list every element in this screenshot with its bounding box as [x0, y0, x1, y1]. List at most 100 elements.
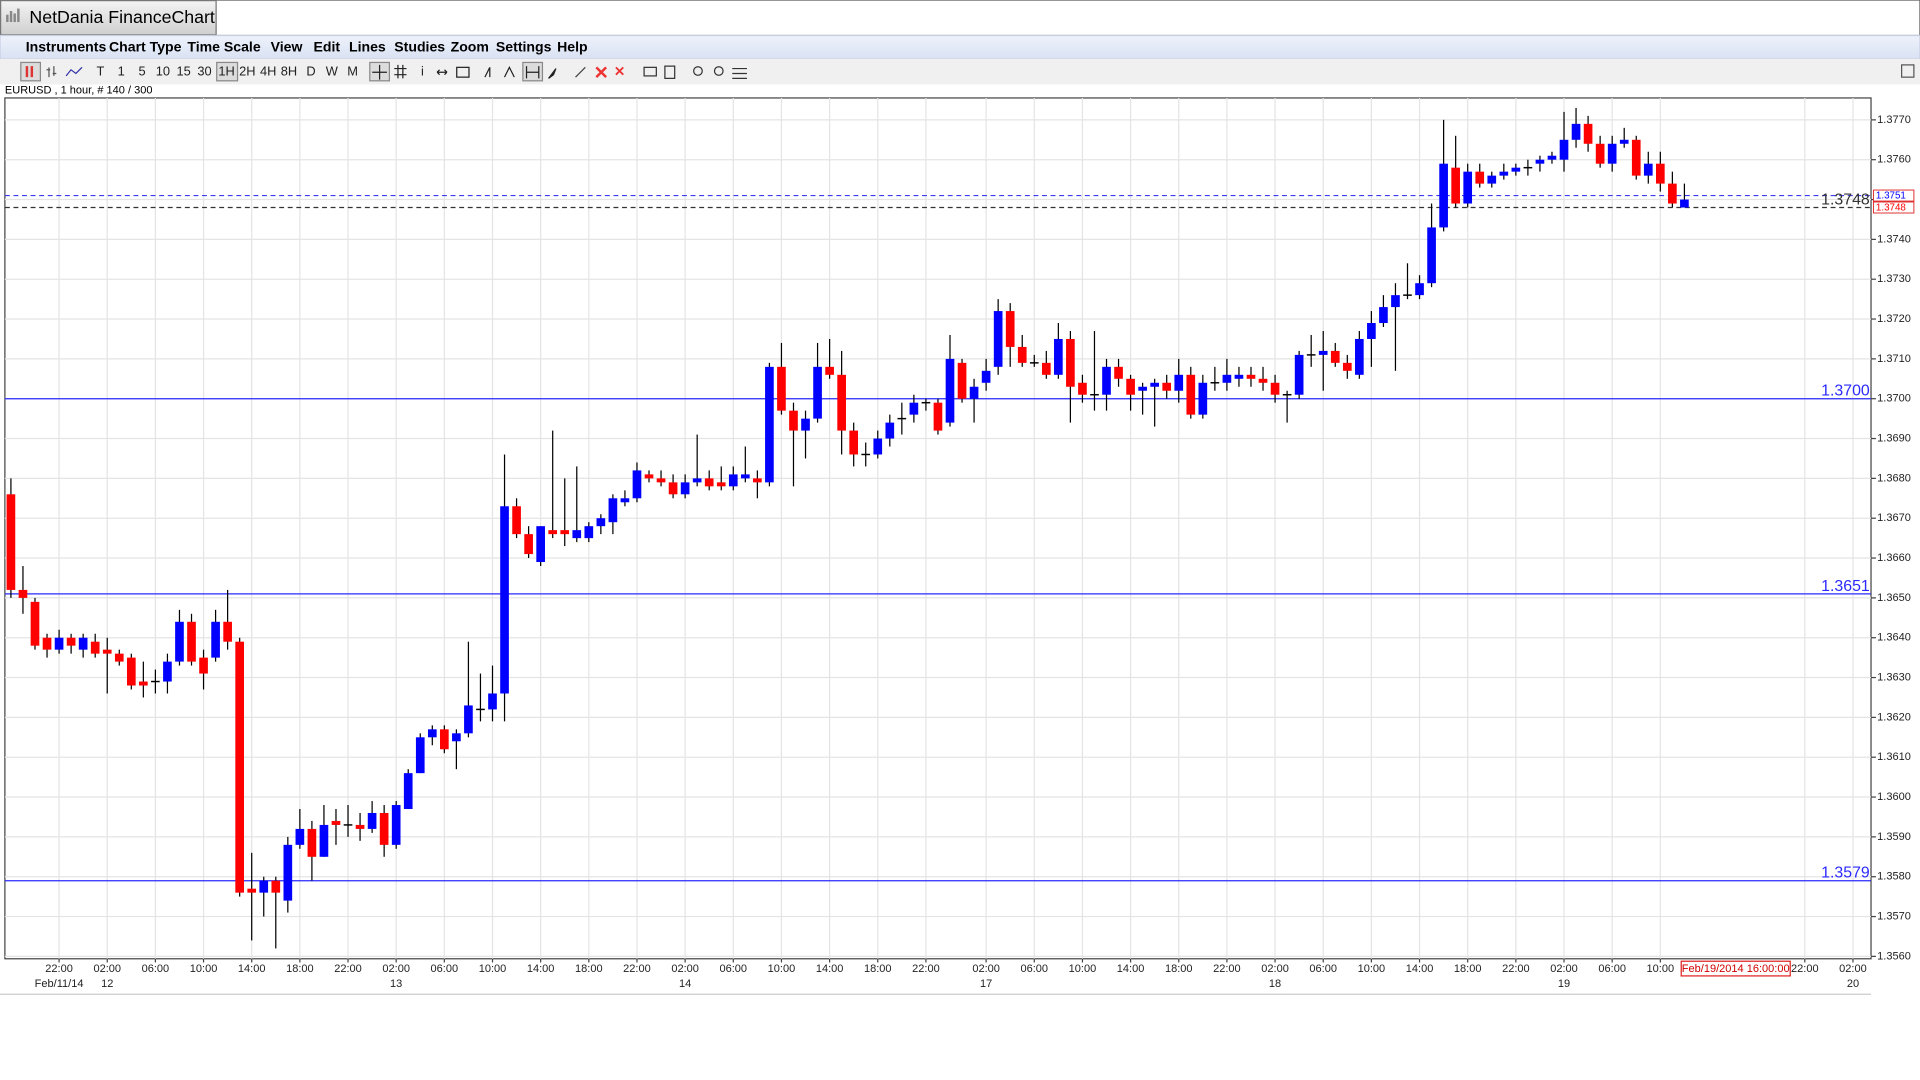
period-selected[interactable]	[216, 61, 239, 82]
icon-crosshair[interactable]	[372, 64, 387, 80]
candle-body	[403, 773, 413, 809]
candle-body	[1017, 346, 1027, 363]
menu-item[interactable]: Chart Type	[109, 38, 182, 54]
candle-body	[114, 653, 124, 662]
menu-item[interactable]: Studies	[394, 38, 445, 54]
candle-body	[1186, 374, 1196, 415]
menu-item[interactable]: Help	[557, 38, 588, 54]
icon-scale[interactable]	[436, 69, 448, 76]
x-tick-label: 06:00	[431, 963, 459, 975]
x-tick-label: 22:00	[623, 963, 651, 975]
period-button[interactable]: 1	[118, 64, 125, 79]
y-tick-label: 1.3680	[1877, 472, 1911, 484]
menu-item[interactable]: Zoom	[451, 38, 489, 54]
x-tick-label: 18:00	[286, 963, 314, 975]
icon-zoom-in[interactable]	[693, 66, 703, 76]
candle-body	[957, 362, 967, 399]
icon-zoom-out[interactable]	[713, 66, 724, 76]
candle-body	[656, 478, 666, 483]
menu-item[interactable]: Settings	[496, 38, 552, 54]
icon-preview[interactable]	[664, 65, 676, 79]
icon-delete-all[interactable]	[615, 66, 624, 76]
icon-volume[interactable]	[456, 66, 470, 78]
y-tick-label: 1.3660	[1877, 552, 1911, 564]
period-button[interactable]: 10	[156, 64, 170, 79]
icon-print[interactable]	[643, 66, 657, 77]
y-tick-label: 1.3610	[1877, 751, 1911, 763]
period-button[interactable]: 30	[197, 64, 211, 79]
candle-body	[1668, 183, 1677, 204]
period-button[interactable]: 4H	[260, 64, 276, 79]
icon-line[interactable]	[65, 66, 83, 77]
period-button[interactable]: M	[347, 64, 358, 79]
candle-body	[981, 370, 991, 383]
period-button[interactable]: 15	[177, 64, 191, 79]
icon-bars[interactable]	[46, 66, 57, 78]
date-label: 14	[679, 978, 691, 990]
menu-item[interactable]: Lines	[349, 38, 386, 54]
title-tab[interactable]	[0, 0, 217, 36]
menu-item[interactable]: Time Scale	[187, 38, 260, 54]
icon-pointer[interactable]	[548, 68, 557, 79]
candle-body	[1535, 159, 1545, 164]
period-button[interactable]: 8H	[281, 64, 297, 79]
period-button[interactable]: 2H	[239, 64, 255, 79]
candle-body	[993, 311, 1003, 367]
icon-grid[interactable]	[394, 64, 407, 79]
candle-body	[1126, 378, 1135, 395]
candle-body	[464, 705, 473, 734]
period-button[interactable]: 1H	[218, 64, 234, 79]
x-tick-label: 14:00	[527, 963, 555, 975]
y-tick-label: 1.3600	[1877, 791, 1911, 803]
candle-body	[789, 410, 798, 431]
candle-body	[885, 422, 895, 439]
icon-fib[interactable]	[525, 66, 540, 79]
icon-zoom-fit[interactable]	[732, 67, 747, 79]
y-tick-label: 1.3760	[1877, 154, 1911, 166]
period-button[interactable]: W	[326, 64, 339, 79]
cursor-time-box	[1680, 960, 1791, 977]
candle-body	[1607, 143, 1617, 164]
candle-body	[1451, 167, 1460, 204]
candle-body	[415, 737, 425, 774]
x-tick-label: 18:00	[1454, 963, 1482, 975]
candle-body	[548, 530, 558, 535]
menu-item[interactable]: View	[271, 38, 303, 54]
y-tick-label: 1.3620	[1877, 711, 1911, 723]
candle-body	[765, 366, 774, 483]
candle-body	[211, 621, 220, 658]
period-button[interactable]: T	[96, 64, 104, 79]
x-tick-label: 10:00	[768, 963, 796, 975]
candle-body	[259, 880, 269, 893]
candle-body	[512, 506, 521, 535]
candle-body	[452, 733, 461, 742]
menu: Instruments Chart Type Time Scale View Edit L…	[26, 38, 588, 54]
candle-body	[6, 494, 16, 590]
date-label: Feb/11/14	[35, 978, 84, 990]
candle-body	[1487, 175, 1497, 184]
x-tick-label: 06:00	[719, 963, 747, 975]
candle-body	[1619, 139, 1629, 144]
date-label: 18	[1269, 978, 1281, 990]
x-tick-label: 14:00	[238, 963, 266, 975]
icon-window[interactable]	[1901, 64, 1915, 78]
icon-delete[interactable]	[595, 66, 607, 79]
candle-body	[488, 693, 497, 710]
candle-body	[1559, 139, 1569, 160]
icon-lines[interactable]	[484, 65, 515, 78]
menu-item[interactable]: Instruments	[26, 38, 107, 54]
x-tick-label: 22:00	[45, 963, 73, 975]
menu-item[interactable]: Edit	[313, 38, 340, 54]
candle-body	[608, 498, 618, 523]
candle-body	[54, 637, 64, 650]
candle-body	[536, 526, 545, 563]
info-button[interactable]: i	[421, 64, 424, 79]
candle-body	[163, 661, 172, 682]
period-button[interactable]: D	[306, 64, 315, 79]
y-tick-label: 1.3640	[1877, 632, 1911, 644]
period-button[interactable]: 5	[138, 64, 145, 79]
x-tick-label: 06:00	[1309, 963, 1337, 975]
x-tick-label: 14:00	[1406, 963, 1434, 975]
candle-body	[1041, 362, 1051, 375]
icon-trend[interactable]	[575, 66, 586, 78]
